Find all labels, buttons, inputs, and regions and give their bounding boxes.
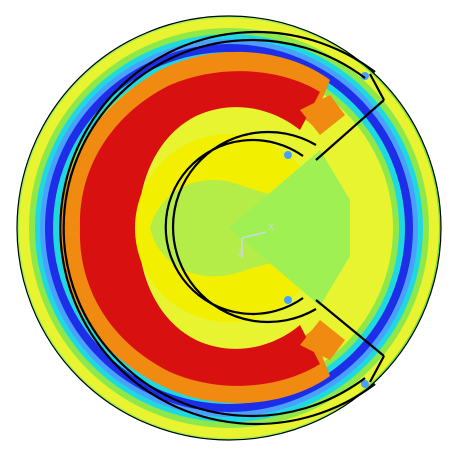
bottom-cut-line [315, 299, 385, 357]
orange-blotch-bottom [300, 320, 345, 360]
triad-x-label: X [268, 223, 274, 233]
top-cut-line [315, 99, 385, 161]
inner-c-outline-outer [164, 138, 304, 316]
spot-top-left [361, 72, 369, 80]
red-band [79, 71, 320, 386]
bottom-end-cap [369, 355, 385, 383]
coordinate-triad: X Z [238, 223, 274, 259]
center-green-wedge [229, 150, 350, 306]
inner-c-outline [171, 130, 317, 324]
spot-bottom-left [361, 380, 369, 388]
geometry-outline [59, 30, 385, 426]
spot-bottom [284, 296, 292, 304]
triad-x-axis [241, 231, 267, 239]
outer-c-outline [59, 30, 376, 426]
spot-top [284, 151, 292, 159]
orange-blotch-top [300, 95, 345, 135]
triad-z-label: Z [238, 249, 244, 259]
top-end-cap [369, 73, 385, 101]
outer-c-outline-inner [62, 38, 366, 418]
disk-outline [16, 15, 442, 441]
